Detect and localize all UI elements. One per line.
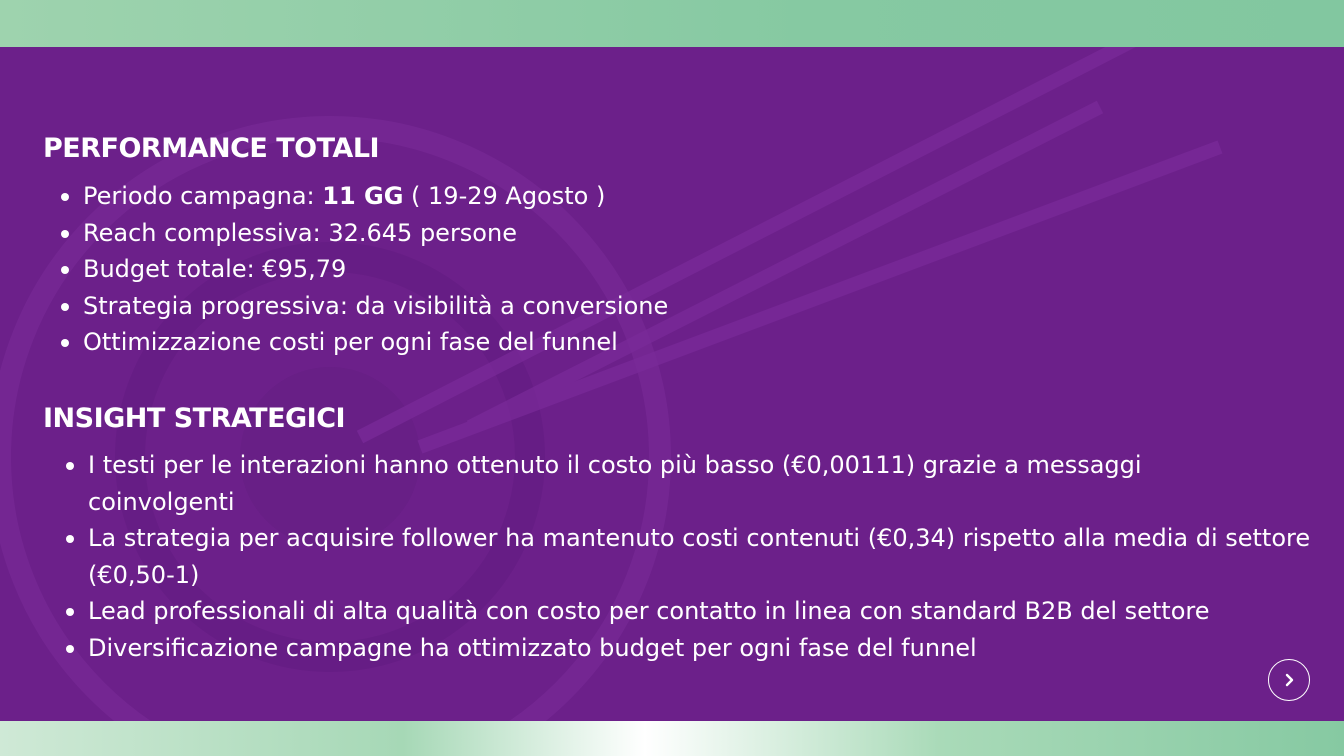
list-item: Budget totale: €95,79 (60, 251, 668, 288)
bottom-band (0, 721, 1344, 756)
list-item: La strategia per acquisire follower ha m… (66, 520, 1318, 593)
item-label: Periodo campagna: (83, 182, 323, 210)
insight-list: I testi per le interazioni hanno ottenut… (66, 447, 1328, 667)
insight-title: INSIGHT STRATEGICI (43, 403, 346, 434)
list-item: Ottimizzazione costi per ogni fase del f… (60, 324, 668, 361)
list-item: Periodo campagna: 11 GG ( 19-29 Agosto ) (60, 178, 668, 215)
item-detail: ( 19-29 Agosto ) (403, 182, 606, 210)
list-item: Strategia progressiva: da visibilità a c… (60, 288, 668, 325)
list-item: Lead professionali di alta qualità con c… (66, 593, 1328, 630)
target-arrows-background-image (0, 47, 1223, 721)
slide-panel: PERFORMANCE TOTALI Periodo campagna: 11 … (0, 47, 1344, 721)
chevron-right-icon (1285, 673, 1294, 687)
list-item: I testi per le interazioni hanno ottenut… (66, 447, 1218, 520)
top-band (0, 0, 1344, 47)
list-item: Diversificazione campagne ha ottimizzato… (66, 630, 1328, 667)
item-value: 11 GG (322, 182, 404, 210)
performance-list: Periodo campagna: 11 GG ( 19-29 Agosto )… (60, 178, 668, 361)
list-item: Reach complessiva: 32.645 persone (60, 215, 668, 252)
next-slide-button[interactable] (1268, 659, 1310, 701)
performance-title: PERFORMANCE TOTALI (43, 133, 380, 164)
